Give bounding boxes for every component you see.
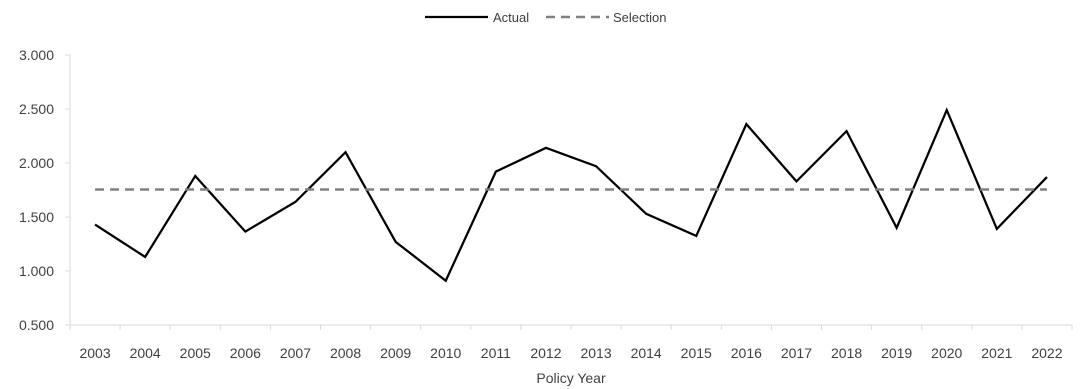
data-point-selection (996, 188, 998, 190)
data-point-actual (495, 171, 497, 173)
data-point-actual (94, 224, 96, 226)
data-point-actual (445, 280, 447, 282)
data-point-actual (695, 235, 697, 237)
data-point-actual (745, 123, 747, 125)
y-tick-label: 2.500 (19, 101, 54, 117)
data-point-selection (94, 188, 96, 190)
x-axis-title: Policy Year (536, 370, 606, 386)
legend-label-actual: Actual (493, 10, 529, 25)
data-point-actual (996, 228, 998, 230)
data-point-selection (745, 188, 747, 190)
data-point-selection (495, 188, 497, 190)
data-point-selection (695, 188, 697, 190)
data-point-actual (1046, 176, 1048, 178)
data-point-selection (846, 188, 848, 190)
data-point-selection (1046, 188, 1048, 190)
legend: Actual Selection (425, 10, 666, 25)
data-point-selection (194, 188, 196, 190)
data-point-selection (244, 188, 246, 190)
y-tick-label: 1.500 (19, 209, 54, 225)
data-point-selection (795, 188, 797, 190)
y-axis: 0.500 1.000 1.500 2.000 2.500 3.000 (19, 47, 71, 333)
data-point-selection (345, 188, 347, 190)
data-point-actual (595, 165, 597, 167)
x-tick-label: 2017 (781, 345, 812, 361)
data-point-selection (896, 188, 898, 190)
x-tick-label: 2013 (580, 345, 611, 361)
data-point-actual (395, 241, 397, 243)
data-point-actual (194, 175, 196, 177)
data-point-actual (294, 201, 296, 203)
y-tick-label: 2.000 (19, 155, 54, 171)
x-tick-label: 2022 (1031, 345, 1062, 361)
series-layer (94, 107, 1048, 283)
x-tick-label: 2020 (931, 345, 962, 361)
y-tick-label: 1.000 (19, 263, 54, 279)
x-tick-label: 2014 (631, 345, 662, 361)
x-tick-label: 2018 (831, 345, 862, 361)
data-point-selection (445, 188, 447, 190)
data-point-selection (144, 188, 146, 190)
x-tick-label: 2003 (79, 345, 110, 361)
x-tick-label: 2012 (530, 345, 561, 361)
data-point-actual (645, 213, 647, 215)
data-point-actual (144, 256, 146, 258)
x-tick-label: 2016 (731, 345, 762, 361)
data-point-selection (545, 188, 547, 190)
data-point-actual (846, 130, 848, 132)
y-tick-label: 0.500 (19, 317, 54, 333)
x-tick-label: 2008 (330, 345, 361, 361)
legend-label-selection: Selection (613, 10, 666, 25)
data-point-actual (345, 151, 347, 153)
x-tick-label: 2011 (481, 345, 511, 361)
data-point-actual (946, 109, 948, 111)
y-tick-label: 3.000 (19, 47, 54, 63)
series-line-actual (94, 107, 1048, 283)
x-tick-label: 2021 (981, 345, 1012, 361)
data-point-actual (795, 180, 797, 182)
data-point-selection (395, 188, 397, 190)
data-point-selection (595, 188, 597, 190)
data-point-actual (545, 147, 547, 149)
data-point-selection (645, 188, 647, 190)
x-axis: 2003 2004 2005 2006 2007 2008 2009 2010 2011 2012… (69, 324, 1073, 361)
data-point-selection (294, 188, 296, 190)
x-tick-label: 2015 (681, 345, 712, 361)
x-tick-label: 2006 (230, 345, 261, 361)
data-point-actual (896, 227, 898, 229)
x-tick-label: 2007 (280, 345, 311, 361)
x-tick-label: 2019 (881, 345, 912, 361)
data-point-actual (244, 231, 246, 233)
data-point-selection (946, 188, 948, 190)
x-tick-label: 2010 (430, 345, 461, 361)
x-tick-label: 2009 (380, 345, 411, 361)
x-tick-label: 2004 (130, 345, 161, 361)
x-tick-label: 2005 (180, 345, 211, 361)
